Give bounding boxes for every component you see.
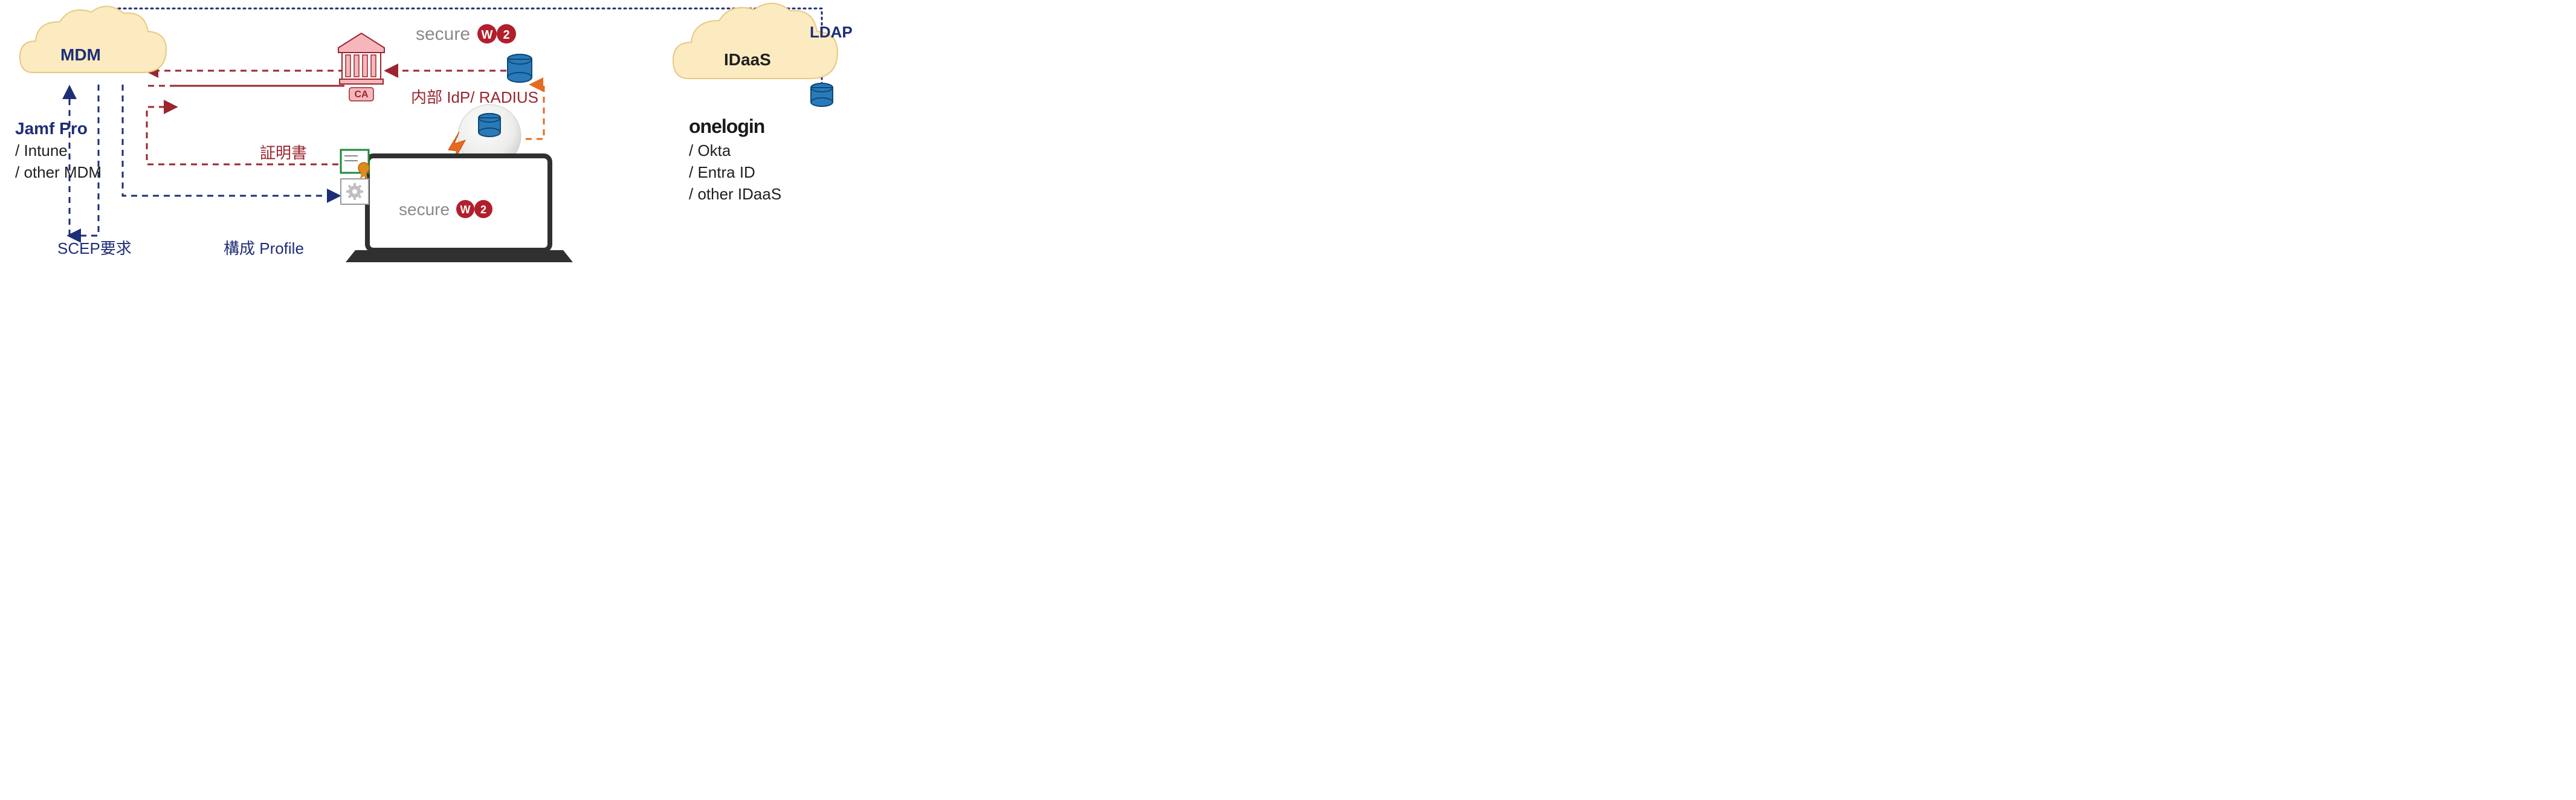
mdm-cloud: MDM — [20, 6, 166, 73]
mdm-to-ca — [175, 71, 344, 86]
ca-icon: CA — [338, 33, 384, 101]
profile-mdm-to-laptop — [123, 85, 338, 196]
jamf-l1: / Intune — [15, 141, 68, 160]
ca-tag: CA — [354, 89, 369, 100]
idaas-db-icon — [811, 83, 833, 106]
onelogin-brand: onelogin — [689, 115, 764, 137]
radius-db-icon — [508, 54, 532, 82]
jamf-l2: / other MDM — [15, 163, 102, 181]
mdm-self-loop-left — [69, 85, 98, 236]
securew2-text-laptop: secure — [399, 200, 450, 219]
mdm-products: Jamf Pro / Intune / other MDM — [15, 119, 102, 181]
laptop-icon: secure W 2 — [346, 156, 573, 262]
securew2-2-laptop: 2 — [480, 204, 486, 216]
ldap-label: LDAP — [810, 23, 853, 41]
idaas-l3: / other IDaaS — [689, 185, 781, 203]
certificate-icon — [341, 150, 369, 179]
securew2-w-laptop: W — [460, 204, 471, 216]
gear-icon — [341, 179, 369, 204]
scep-label: SCEP要求 — [57, 239, 132, 257]
internal-idp-radius: 内部 IdP/ RADIUS — [411, 88, 538, 106]
cert-label: 証明書 — [260, 144, 307, 162]
profile-label: 構成 Profile — [224, 239, 304, 257]
idaas-l1: / Okta — [689, 141, 731, 160]
securew2-logo-top: secure W 2 — [416, 24, 516, 44]
securew2-w-top: W — [482, 28, 493, 42]
mdm-cloud-label: MDM — [60, 45, 101, 64]
cert-to-mdm-upper — [147, 107, 338, 164]
idaas-l2: / Entra ID — [689, 163, 755, 181]
jamf-title: Jamf Pro — [15, 119, 88, 138]
securew2-text-top: secure — [416, 24, 470, 44]
securew2-2-top: 2 — [503, 28, 509, 42]
idaas-cloud-label: IDaaS — [724, 50, 771, 69]
